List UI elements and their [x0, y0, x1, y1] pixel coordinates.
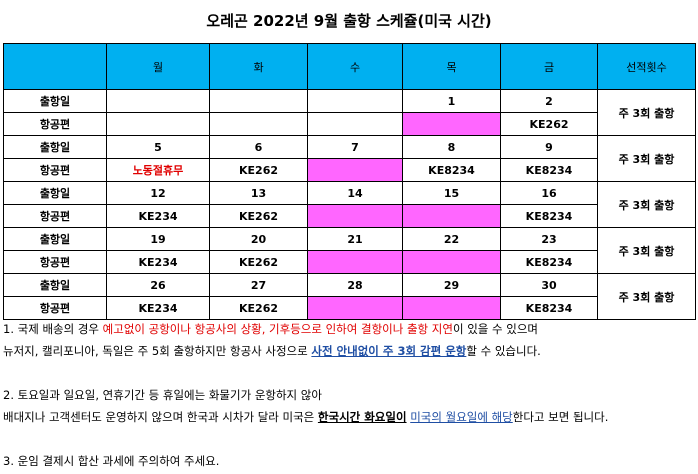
flight-cell	[307, 250, 403, 274]
warning-text: 예고없이 공항이나 항공사의 상황, 기후등으로 인하여 결항이나 출항 지연	[102, 322, 453, 336]
flight-cell: KE262	[209, 158, 308, 182]
date-cell: 19	[106, 227, 210, 251]
notes-section: 1. 국제 배송의 경우 예고없이 공항이나 항공사의 상황, 기후등으로 인하…	[3, 318, 695, 472]
date-cell: 12	[106, 181, 210, 205]
header-cell: 화	[209, 43, 308, 90]
date-cell	[209, 89, 308, 113]
row-label: 출항일	[3, 135, 107, 159]
date-cell: 29	[402, 273, 501, 297]
flight-cell: KE8234	[500, 296, 598, 320]
date-cell: 30	[500, 273, 598, 297]
date-row: 출항일 26 27 28 29 30 주 3회 출항	[3, 273, 696, 320]
date-cell: 2	[500, 89, 598, 113]
flight-cell	[402, 112, 501, 136]
row-label: 항공편	[3, 204, 107, 228]
table-header-row: 월 화 수 목 금 선적횟수	[3, 43, 696, 90]
frequency-cell: 주 3회 출항	[597, 135, 696, 182]
date-cell: 14	[307, 181, 403, 205]
date-row: 출항일 19 20 21 22 23 주 3회 출항	[3, 227, 696, 274]
row-label: 출항일	[3, 181, 107, 205]
header-cell: 선적횟수	[597, 43, 696, 90]
date-row: 출항일 1 2 주 3회 출항	[3, 89, 696, 136]
note-2-line-2: 배대지나 고객센터도 운영하지 않으며 한국과 시차가 달라 미국은 한국시간 …	[3, 410, 609, 424]
date-cell: 9	[500, 135, 598, 159]
flight-row: 항공편 KE234 KE262 KE8234	[3, 296, 696, 320]
date-cell: 26	[106, 273, 210, 297]
flight-row: 항공편 노동절휴무 KE262 KE8234 KE8234	[3, 158, 696, 182]
flight-cell: KE234	[106, 250, 210, 274]
date-cell	[307, 89, 403, 113]
row-label: 항공편	[3, 158, 107, 182]
date-cell: 21	[307, 227, 403, 251]
flight-cell: KE234	[106, 296, 210, 320]
flight-row: 항공편 KE234 KE262 KE8234	[3, 204, 696, 228]
flight-cell	[402, 296, 501, 320]
row-label: 출항일	[3, 89, 107, 113]
date-cell	[106, 89, 210, 113]
flight-cell	[307, 158, 403, 182]
date-cell: 7	[307, 135, 403, 159]
row-label: 항공편	[3, 296, 107, 320]
frequency-cell: 주 3회 출항	[597, 227, 696, 274]
flight-cell: KE8234	[500, 204, 598, 228]
schedule-table: 월 화 수 목 금 선적횟수 출항일 1 2 주 3회 출항 항공편 KE262 출항일 5 6…	[3, 43, 696, 320]
flight-cell: KE8234	[402, 158, 501, 182]
date-cell: 16	[500, 181, 598, 205]
date-cell: 22	[402, 227, 501, 251]
flight-cell	[307, 296, 403, 320]
header-cell: 금	[500, 43, 598, 90]
date-cell: 1	[402, 89, 501, 113]
flight-cell: KE8234	[500, 250, 598, 274]
row-label: 출항일	[3, 227, 107, 251]
row-label: 출항일	[3, 273, 107, 297]
note-3: 3. 운임 결제시 합산 과세에 주의하여 주세요.	[3, 454, 220, 468]
date-cell: 23	[500, 227, 598, 251]
date-cell: 20	[209, 227, 308, 251]
flight-cell: KE234	[106, 204, 210, 228]
flight-cell: KE262	[500, 112, 598, 136]
date-cell: 8	[402, 135, 501, 159]
header-cell: 목	[402, 43, 501, 90]
frequency-cell: 주 3회 출항	[597, 181, 696, 228]
note-2-line-1: 2. 토요일과 일요일, 연휴기간 등 휴일에는 화물기가 운항하지 않아	[3, 388, 322, 402]
header-cell: 수	[307, 43, 403, 90]
us-monday-text: 미국의 월요일에 해당	[410, 410, 513, 424]
flight-cell	[209, 112, 308, 136]
flight-cell	[402, 204, 501, 228]
flight-cell	[106, 112, 210, 136]
flight-row: 항공편 KE262	[3, 112, 696, 136]
date-row: 출항일 5 6 7 8 9 주 3회 출항	[3, 135, 696, 182]
flight-cell: KE262	[209, 204, 308, 228]
note-1-line-2: 뉴저지, 캘리포니아, 독일은 주 5회 출항하지만 항공사 사정으로 사전 안…	[3, 344, 541, 358]
page-title: 오레곤 2022년 9월 출항 스케쥴(미국 시간)	[206, 12, 492, 30]
date-cell: 13	[209, 181, 308, 205]
flight-cell: KE262	[209, 296, 308, 320]
frequency-cell: 주 3회 출항	[597, 89, 696, 136]
korea-tuesday-text: 한국시간 화요일이	[317, 410, 407, 424]
date-cell: 28	[307, 273, 403, 297]
flight-cell	[402, 250, 501, 274]
flight-cell: 노동절휴무	[106, 158, 210, 182]
header-cell: 월	[106, 43, 210, 90]
flight-row: 항공편 KE234 KE262 KE8234	[3, 250, 696, 274]
note-1-line-1: 1. 국제 배송의 경우 예고없이 공항이나 항공사의 상황, 기후등으로 인하…	[3, 322, 538, 336]
date-row: 출항일 12 13 14 15 16 주 3회 출항	[3, 181, 696, 228]
date-cell: 27	[209, 273, 308, 297]
date-cell: 5	[106, 135, 210, 159]
flight-cell: KE262	[209, 250, 308, 274]
flight-cell: KE8234	[500, 158, 598, 182]
date-cell: 15	[402, 181, 501, 205]
frequency-cell: 주 3회 출항	[597, 273, 696, 320]
date-cell: 6	[209, 135, 308, 159]
header-cell	[3, 43, 107, 90]
row-label: 항공편	[3, 250, 107, 274]
row-label: 항공편	[3, 112, 107, 136]
flight-cell	[307, 112, 403, 136]
flight-cell	[307, 204, 403, 228]
reduced-flights-text: 사전 안내없이 주 3회 감편 운항	[311, 344, 467, 358]
